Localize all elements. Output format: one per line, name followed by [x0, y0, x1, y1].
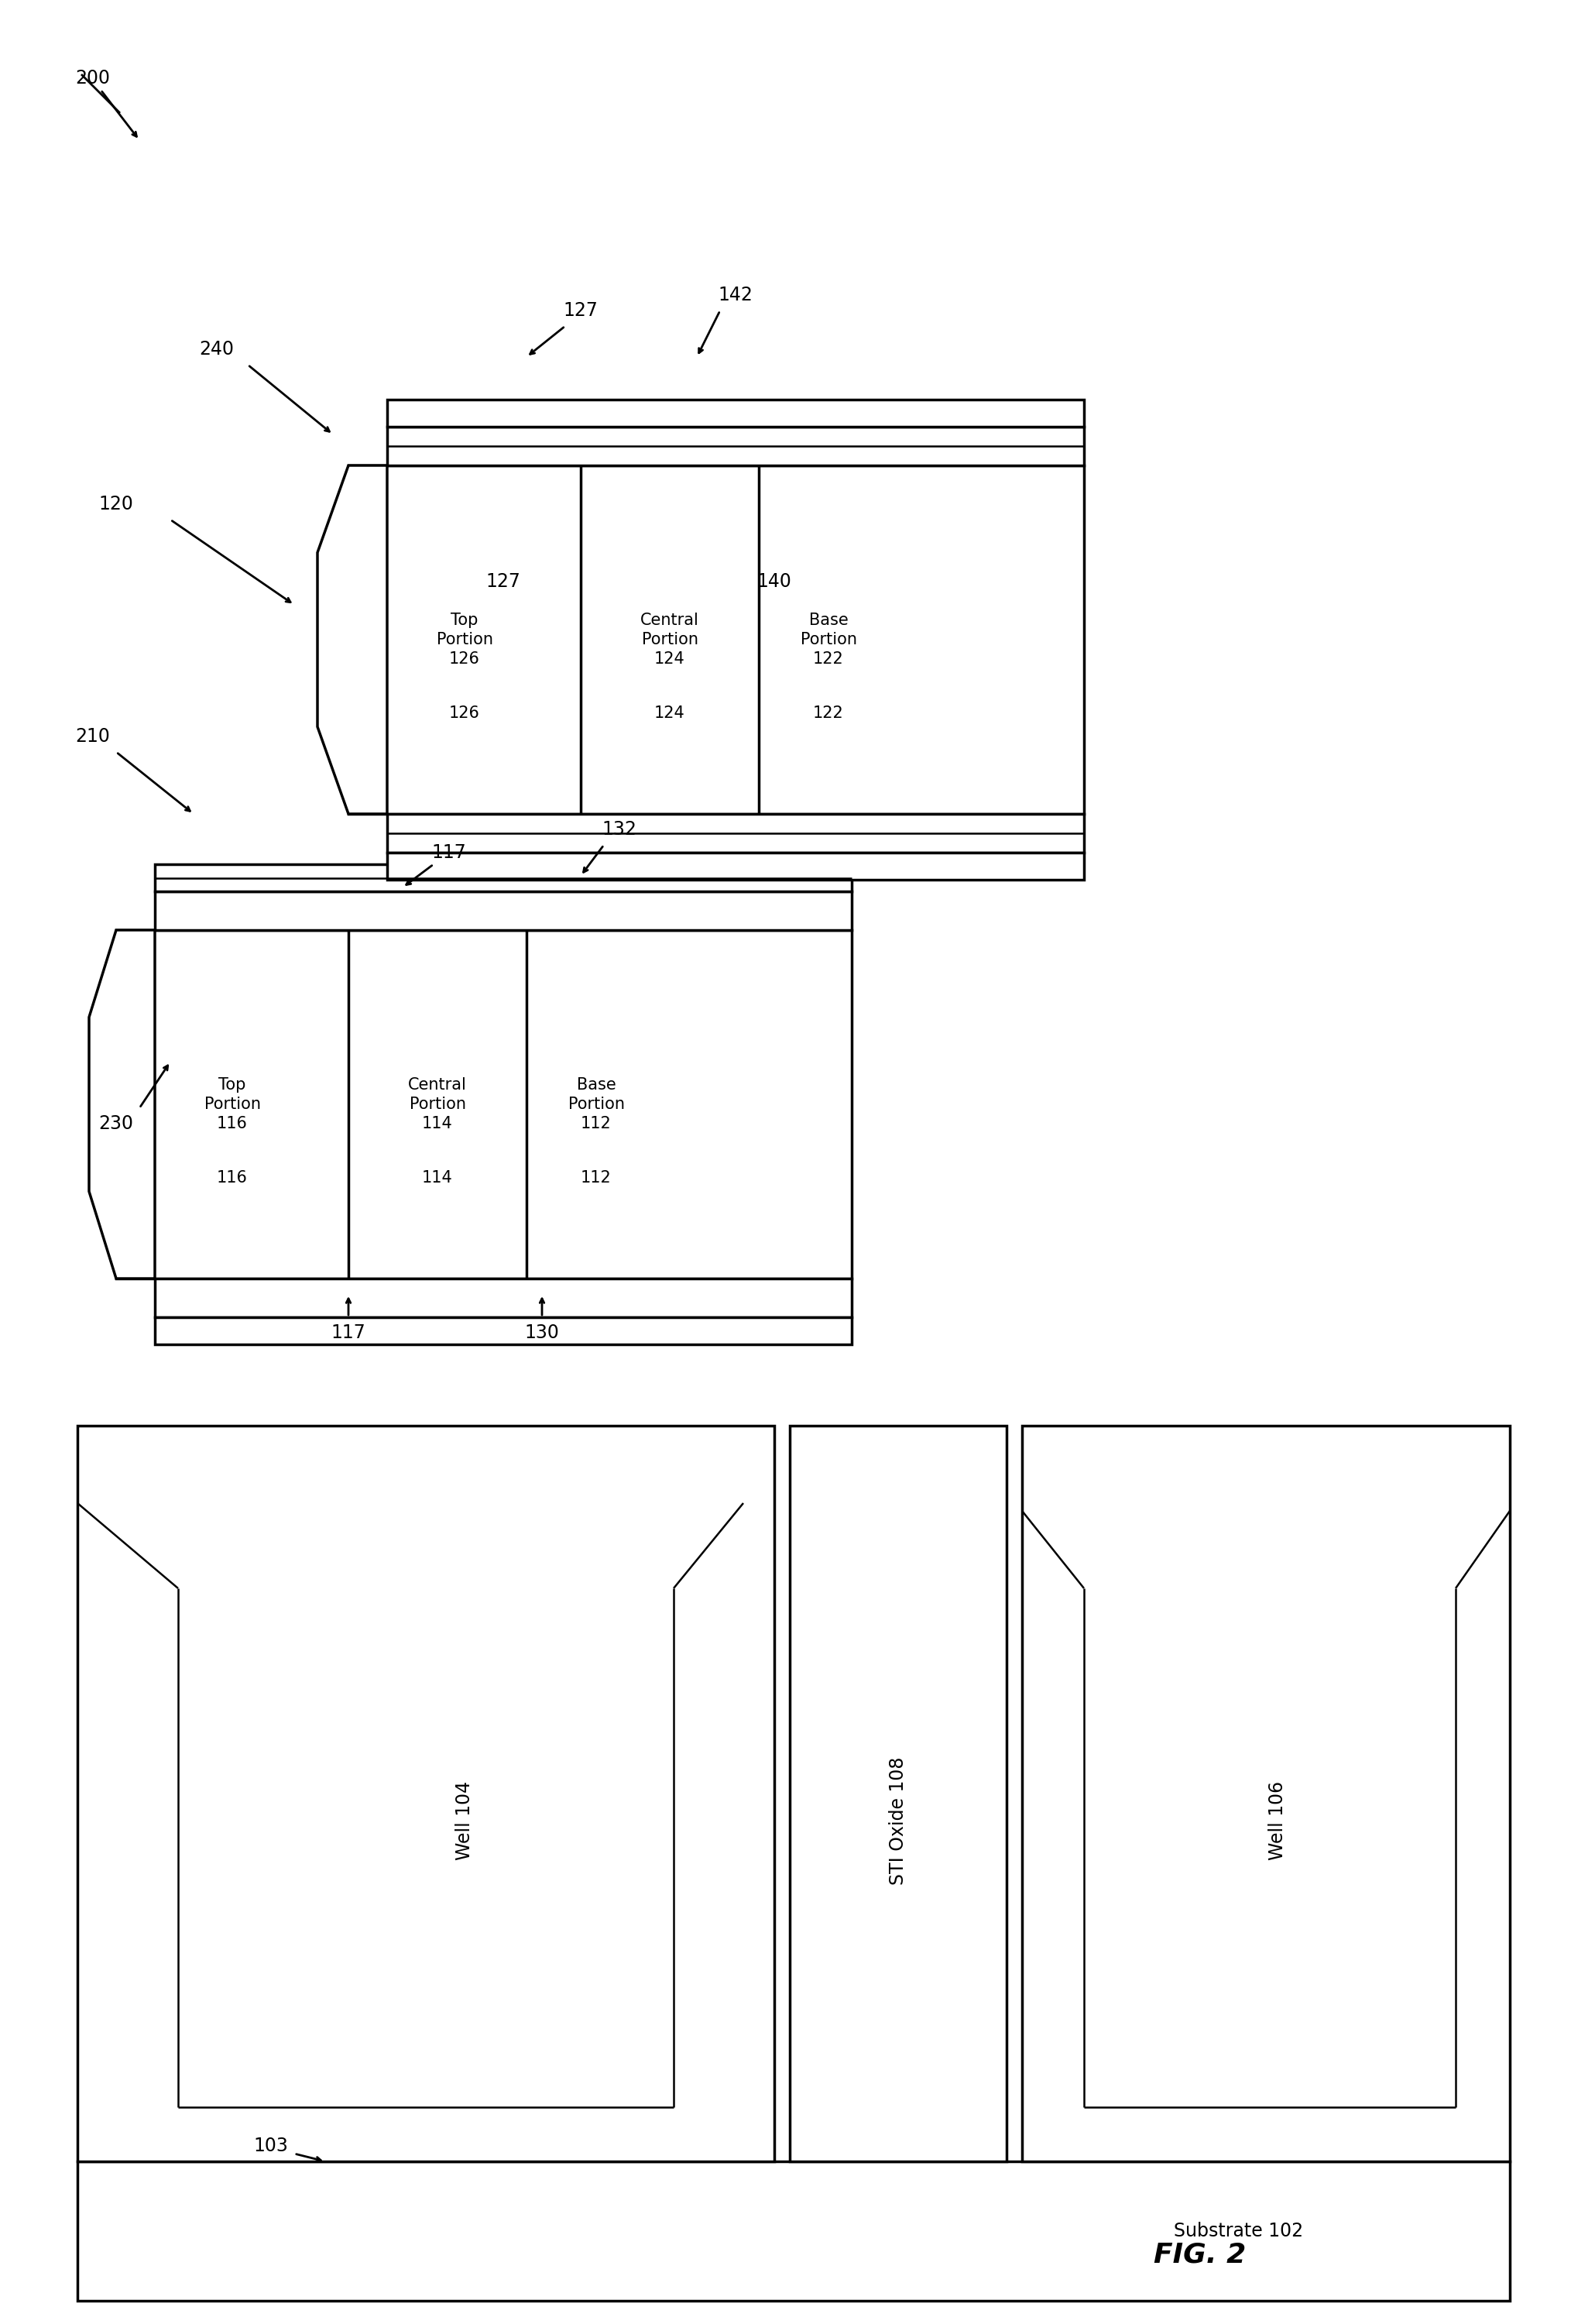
FancyBboxPatch shape [116, 930, 852, 1278]
Text: Top
Portion
116: Top Portion 116 [204, 1078, 260, 1132]
Text: 240: 240 [199, 339, 234, 358]
FancyBboxPatch shape [388, 853, 1085, 881]
Text: 132: 132 [601, 820, 636, 839]
Polygon shape [89, 930, 155, 1278]
FancyBboxPatch shape [388, 400, 1085, 428]
Text: Substrate 102: Substrate 102 [1174, 2222, 1303, 2240]
Text: 103: 103 [254, 2136, 289, 2154]
Text: Base
Portion
112: Base Portion 112 [568, 1078, 625, 1132]
Text: 130: 130 [525, 1322, 560, 1341]
FancyBboxPatch shape [78, 1425, 774, 2161]
FancyBboxPatch shape [1022, 1425, 1510, 2161]
Text: 116: 116 [217, 1169, 247, 1185]
Text: 124: 124 [654, 706, 686, 720]
FancyBboxPatch shape [348, 465, 1085, 813]
Text: STI Oxide 108: STI Oxide 108 [888, 1757, 908, 1885]
Text: 200: 200 [75, 70, 110, 88]
Text: 142: 142 [718, 286, 753, 304]
FancyBboxPatch shape [155, 1318, 852, 1343]
Text: 126: 126 [450, 706, 480, 720]
Text: 210: 210 [75, 727, 110, 746]
Text: 140: 140 [758, 572, 791, 590]
Text: Base
Portion
122: Base Portion 122 [801, 614, 857, 667]
FancyBboxPatch shape [388, 813, 1085, 853]
Text: 114: 114 [423, 1169, 453, 1185]
Text: 120: 120 [99, 495, 134, 514]
Text: Central
Portion
124: Central Portion 124 [640, 614, 699, 667]
FancyBboxPatch shape [388, 428, 1085, 465]
Text: 112: 112 [581, 1169, 611, 1185]
FancyBboxPatch shape [155, 892, 852, 930]
Polygon shape [317, 465, 388, 813]
FancyBboxPatch shape [790, 1425, 1006, 2161]
Text: 117: 117 [332, 1322, 365, 1341]
Text: Central
Portion
114: Central Portion 114 [408, 1078, 467, 1132]
FancyBboxPatch shape [155, 1278, 852, 1318]
Text: Well 104: Well 104 [455, 1780, 474, 1859]
Text: Top
Portion
126: Top Portion 126 [437, 614, 493, 667]
Text: 117: 117 [432, 844, 466, 862]
Text: Well 106: Well 106 [1268, 1780, 1287, 1859]
Text: 122: 122 [813, 706, 844, 720]
Text: 230: 230 [99, 1116, 134, 1134]
FancyBboxPatch shape [78, 2161, 1510, 2301]
Text: 127: 127 [486, 572, 520, 590]
FancyBboxPatch shape [155, 865, 852, 892]
Text: 127: 127 [563, 302, 598, 321]
Text: FIG. 2: FIG. 2 [1153, 2240, 1246, 2268]
